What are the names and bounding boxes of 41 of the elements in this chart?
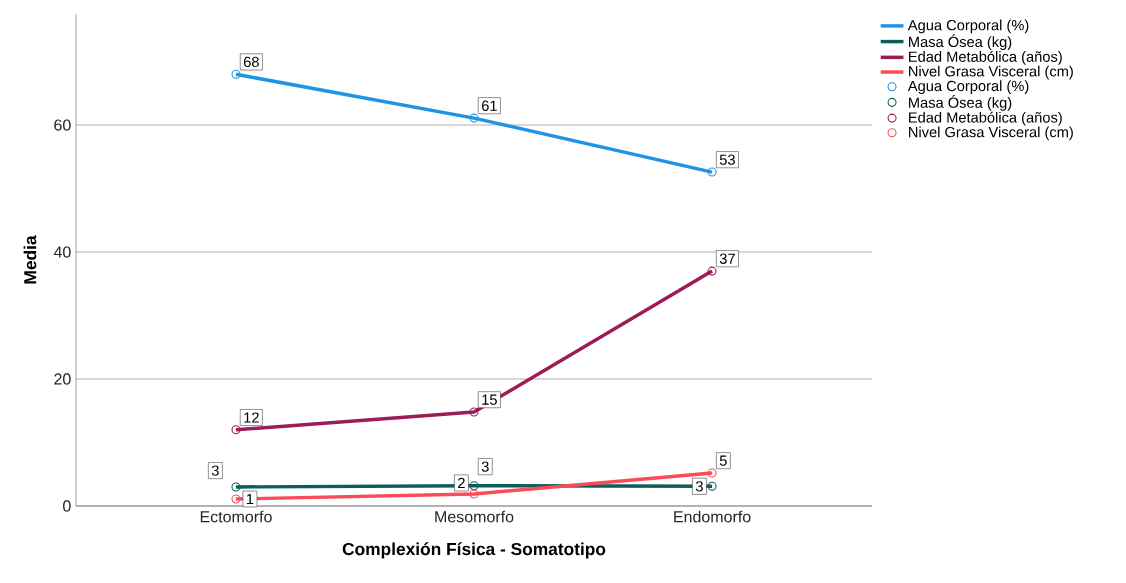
- data-label: 53: [719, 154, 735, 165]
- data-label: 37: [719, 253, 735, 264]
- point: [707, 266, 717, 276]
- data-label: 68: [243, 56, 259, 68]
- data-label: 3: [211, 465, 219, 476]
- legend-label: Masa Ósea (kg): [909, 95, 1012, 111]
- point: [231, 494, 241, 504]
- legend-label: Nivel Grasa Visceral (cm): [909, 65, 1073, 80]
- legend-label: Agua Corporal (%): [907, 19, 1029, 34]
- x-tick-label: Mesomorfo: [435, 510, 514, 523]
- data-label: 1: [246, 493, 254, 505]
- legend-label: Edad Metabólica (años): [909, 50, 1062, 65]
- x-tick-label: Ectomorfo: [200, 510, 272, 523]
- data-label: 12: [244, 412, 259, 423]
- data-label: 3: [695, 481, 703, 492]
- legend-label: Edad Metabólica (años): [909, 111, 1062, 126]
- y-tick-label: 20: [54, 373, 71, 385]
- legend-label: Agua Corporal (%): [907, 80, 1029, 95]
- point: [231, 425, 241, 435]
- y-axis-title: Media: [23, 235, 37, 284]
- legend-label: Masa Ósea (kg): [909, 34, 1012, 50]
- data-label: 15: [482, 394, 497, 405]
- data-label: 2: [458, 477, 465, 489]
- point: [469, 481, 479, 491]
- point: [231, 482, 241, 492]
- data-label: 5: [719, 455, 727, 466]
- point: [231, 69, 241, 79]
- point: [469, 113, 479, 123]
- point: [707, 167, 717, 177]
- data-label: 3: [481, 461, 489, 472]
- data-label: 61: [481, 100, 497, 111]
- point: [469, 407, 479, 417]
- x-axis-title: Complexión Física - Somatotipo: [342, 542, 606, 559]
- point: [469, 489, 479, 499]
- point: [707, 468, 717, 478]
- y-tick-label: 60: [54, 119, 71, 131]
- y-tick-label: 0: [63, 500, 71, 512]
- y-tick-label: 40: [53, 246, 71, 258]
- legend-label: Nivel Grasa Visceral (cm): [909, 126, 1073, 141]
- point: [707, 481, 717, 491]
- x-tick-label: Endomorfo: [674, 510, 751, 523]
